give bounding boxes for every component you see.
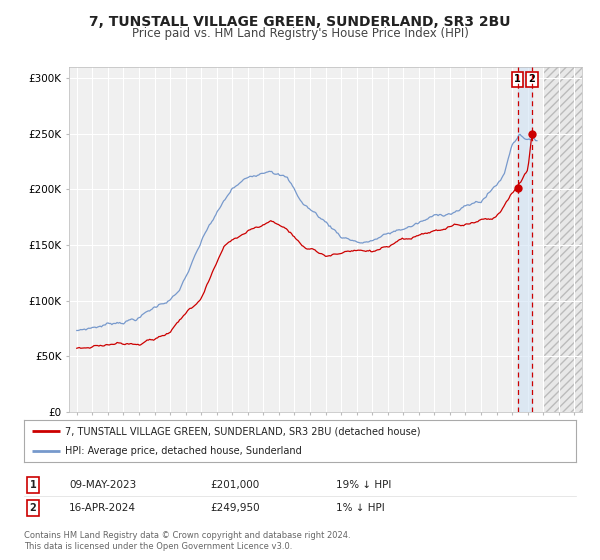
Text: £201,000: £201,000 xyxy=(210,480,259,490)
Bar xyxy=(518,67,532,412)
Text: 2: 2 xyxy=(529,74,535,84)
Text: 1: 1 xyxy=(29,480,37,490)
Bar xyxy=(543,56,590,412)
Text: 16-APR-2024: 16-APR-2024 xyxy=(69,503,136,513)
Text: 2: 2 xyxy=(29,503,37,513)
Text: Price paid vs. HM Land Registry's House Price Index (HPI): Price paid vs. HM Land Registry's House … xyxy=(131,27,469,40)
Text: 09-MAY-2023: 09-MAY-2023 xyxy=(69,480,136,490)
Text: Contains HM Land Registry data © Crown copyright and database right 2024.: Contains HM Land Registry data © Crown c… xyxy=(24,531,350,540)
Text: 7, TUNSTALL VILLAGE GREEN, SUNDERLAND, SR3 2BU (detached house): 7, TUNSTALL VILLAGE GREEN, SUNDERLAND, S… xyxy=(65,426,421,436)
Text: £249,950: £249,950 xyxy=(210,503,260,513)
Text: 19% ↓ HPI: 19% ↓ HPI xyxy=(336,480,391,490)
Text: 1: 1 xyxy=(514,74,521,84)
Text: 1% ↓ HPI: 1% ↓ HPI xyxy=(336,503,385,513)
Text: This data is licensed under the Open Government Licence v3.0.: This data is licensed under the Open Gov… xyxy=(24,542,292,550)
Text: 7, TUNSTALL VILLAGE GREEN, SUNDERLAND, SR3 2BU: 7, TUNSTALL VILLAGE GREEN, SUNDERLAND, S… xyxy=(89,15,511,29)
Text: HPI: Average price, detached house, Sunderland: HPI: Average price, detached house, Sund… xyxy=(65,446,302,456)
